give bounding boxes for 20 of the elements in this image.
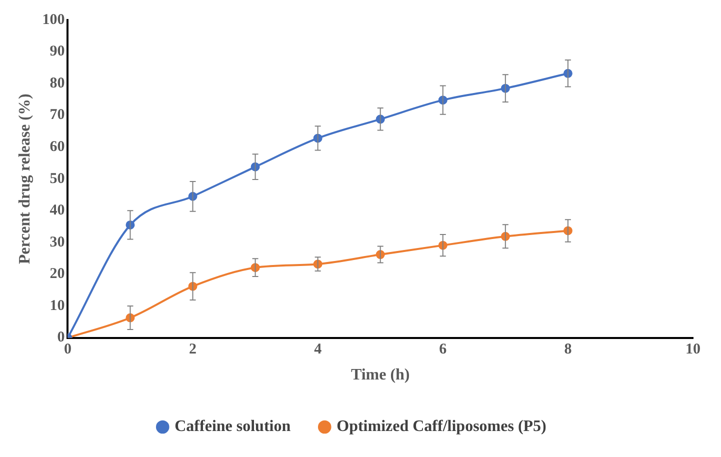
x-tick-label: 4 xyxy=(314,342,322,358)
y-tick-label: 60 xyxy=(50,138,65,155)
legend-label: Caffeine solution xyxy=(174,418,291,436)
y-tick-label: 0 xyxy=(57,330,65,346)
y-tick-label: 90 xyxy=(50,44,65,60)
y-tick-label: 30 xyxy=(50,234,65,250)
y-tick-label: 40 xyxy=(50,202,65,219)
y-tick-label: 20 xyxy=(50,266,65,282)
x-tick-label: 2 xyxy=(189,342,197,358)
y-tick-label: 50 xyxy=(50,170,65,187)
y-tick-label: 10 xyxy=(50,298,65,314)
y-tick-label: 100 xyxy=(42,12,65,28)
x-tick-label: 6 xyxy=(439,342,448,358)
x-tick-label: 10 xyxy=(686,342,700,358)
y-tick-label: 70 xyxy=(50,107,65,124)
y-tick-label: 80 xyxy=(50,75,65,92)
x-tick-label: 8 xyxy=(564,342,572,358)
x-axis-title: Time (h) xyxy=(350,366,410,384)
y-axis-title: Percent drug release (%) xyxy=(16,94,34,264)
legend-label: Optimized Caff/liposomes (P5) xyxy=(336,418,546,436)
